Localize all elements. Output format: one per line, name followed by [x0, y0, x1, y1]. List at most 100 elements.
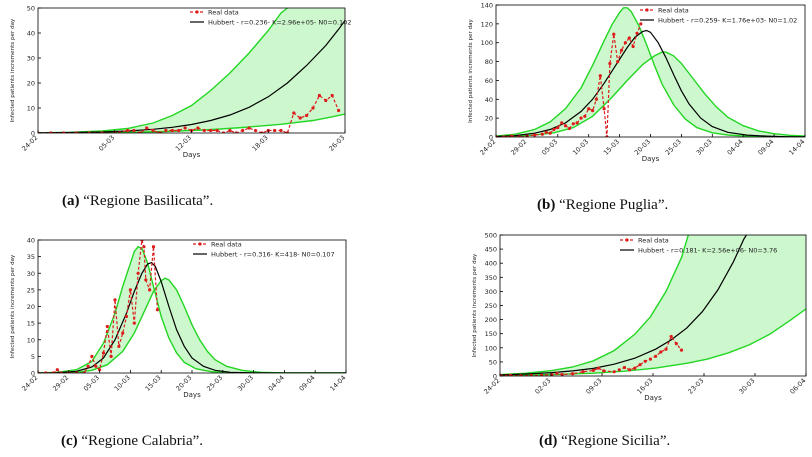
- caption-b: (b) “Regione Puglia”.: [537, 197, 668, 214]
- y-tick-label-b: 140: [481, 2, 493, 10]
- real-data-point-d: [622, 365, 627, 370]
- x-tick-label-c: 20-03: [174, 374, 193, 393]
- legend-fit-label-d: Hubbert - r=0.181- K=2.56e+06- N0=3.76: [638, 247, 777, 255]
- real-data-point-c: [148, 288, 152, 292]
- x-tick-label-b: 29-02: [509, 138, 528, 157]
- real-data-point-c: [124, 314, 129, 319]
- caption-c-text: “Regione Calabria”.: [81, 433, 204, 449]
- y-tick-label-b: 20: [485, 115, 493, 123]
- real-data-point-a: [196, 126, 200, 130]
- real-data-point-b: [623, 41, 627, 45]
- real-data-point-b: [602, 107, 606, 111]
- x-tick-label-c: 25-03: [205, 374, 224, 393]
- x-tick-label-a: 18-03: [251, 134, 270, 153]
- real-data-point-b: [533, 133, 537, 137]
- real-data-point-b: [567, 126, 571, 131]
- real-data-point-c: [55, 368, 59, 372]
- legend-a: Real data Hubbert - r=0.236- K=2.96e+05- …: [190, 9, 351, 27]
- x-tick-label-d: 06-04: [788, 377, 807, 396]
- upper-bound-line-d: [500, 235, 689, 376]
- y-tick-label-d: 200: [485, 316, 497, 324]
- real-data-point-a: [279, 128, 283, 133]
- y-tick-label-b: 0: [489, 134, 493, 142]
- x-tick-label-b: 05-03: [540, 138, 559, 157]
- y-tick-label-c: 40: [27, 237, 35, 245]
- real-data-point-b: [612, 32, 616, 36]
- y-tick-label-d: 50: [489, 358, 497, 366]
- real-data-point-d: [664, 347, 668, 351]
- hubbert-fit-line-b: [496, 29, 805, 137]
- legend-real-marker-b: [645, 8, 649, 12]
- y-tick-label-d: 350: [485, 274, 497, 282]
- x-tick-label-d: 02-03: [533, 377, 552, 396]
- real-data-point-b: [639, 22, 643, 26]
- x-tick-label-b: 10-03: [571, 138, 590, 157]
- y-tick-label-b: 100: [481, 39, 493, 47]
- x-tick-label-b: 20-03: [633, 138, 652, 157]
- real-data-point-c: [101, 351, 106, 355]
- real-data-point-c: [136, 271, 140, 275]
- real-data-point-d: [560, 373, 564, 376]
- y-tick-label-a: 0: [31, 130, 35, 138]
- x-tick-label-c: 14-04: [328, 374, 347, 393]
- caption-d-text: “Regione Sicilia”.: [561, 433, 671, 449]
- y-tick-label-b: 40: [485, 96, 493, 104]
- real-data-point-b: [616, 60, 620, 64]
- real-data-point-a: [151, 128, 155, 133]
- caption-d: (d) “Regione Sicilia”.: [539, 433, 670, 450]
- real-data-point-b: [587, 107, 591, 111]
- legend-fit-label-a: Hubbert - r=0.236- K=2.96e+05- N0=0.102: [208, 19, 351, 27]
- y-tick-label-d: 0: [493, 373, 497, 381]
- x-tick-label-a: 26-03: [327, 134, 346, 153]
- legend-b: Real data Hubbert - r=0.259- K=1.76e+03- …: [640, 7, 797, 25]
- x-tick-label-c: 29-02: [51, 374, 70, 393]
- real-data-point-c: [117, 344, 121, 348]
- y-tick-label-a: 30: [27, 55, 35, 63]
- legend-real-marker-a: [195, 10, 199, 14]
- real-data-point-a: [311, 106, 315, 110]
- real-data-line-a: [38, 94, 340, 133]
- real-data-point-c: [113, 298, 117, 302]
- real-data-point-d: [679, 348, 684, 352]
- caption-d-tag: (d): [539, 433, 558, 449]
- real-data-point-b: [563, 124, 568, 128]
- real-data-point-d: [591, 368, 595, 372]
- real-data-point-a: [177, 128, 181, 133]
- real-data-point-a: [125, 128, 130, 133]
- y-tick-label-d: 250: [485, 302, 497, 310]
- chart-panel-d: 0 50 100 150 200 250 300 350 400 450 500 24-02 02-03…: [472, 232, 807, 403]
- y-tick-label-d: 300: [485, 288, 497, 296]
- real-data-point-d: [508, 373, 512, 376]
- real-data-point-a: [215, 128, 219, 133]
- real-data-point-a: [170, 128, 174, 133]
- real-data-point-a: [298, 116, 302, 120]
- real-data-point-a: [228, 128, 232, 133]
- x-tick-label-c: 24-02: [20, 374, 39, 393]
- x-tick-label-c: 09-04: [298, 374, 317, 393]
- y-tick-label-d: 450: [485, 246, 497, 254]
- y-tick-label-a: 40: [27, 30, 35, 38]
- real-data-line-c: [38, 240, 158, 373]
- legend-real-label-d: Real data: [638, 237, 669, 245]
- upper-bound-line-b: [496, 7, 805, 137]
- legend-fit-label-b: Hubbert - r=0.259- K=1.76e+03- N0=1.02: [658, 17, 797, 25]
- x-tick-label-c: 10-03: [113, 374, 132, 393]
- x-tick-label-c: 04-04: [267, 374, 286, 393]
- y-tick-label-c: 0: [31, 370, 35, 378]
- real-data-point-a: [292, 111, 296, 115]
- y-tick-label-c: 25: [27, 286, 35, 294]
- real-data-point-b: [548, 131, 552, 135]
- y-tick-label-d: 500: [485, 232, 497, 240]
- real-data-point-d: [669, 334, 673, 339]
- y-tick-label-b: 80: [485, 58, 493, 66]
- caption-a: (a) “Regione Basilicata”.: [62, 193, 213, 210]
- confidence-band-a: [38, 8, 345, 133]
- real-data-point-d: [602, 369, 606, 373]
- legend-real-marker-c: [198, 242, 202, 246]
- x-tick-label-b: 30-03: [695, 138, 714, 157]
- real-data-point-a: [317, 93, 321, 98]
- real-data-point-a: [145, 126, 149, 130]
- y-tick-label-d: 150: [485, 330, 497, 338]
- real-data-point-c: [151, 245, 156, 249]
- real-data-point-b: [544, 130, 548, 134]
